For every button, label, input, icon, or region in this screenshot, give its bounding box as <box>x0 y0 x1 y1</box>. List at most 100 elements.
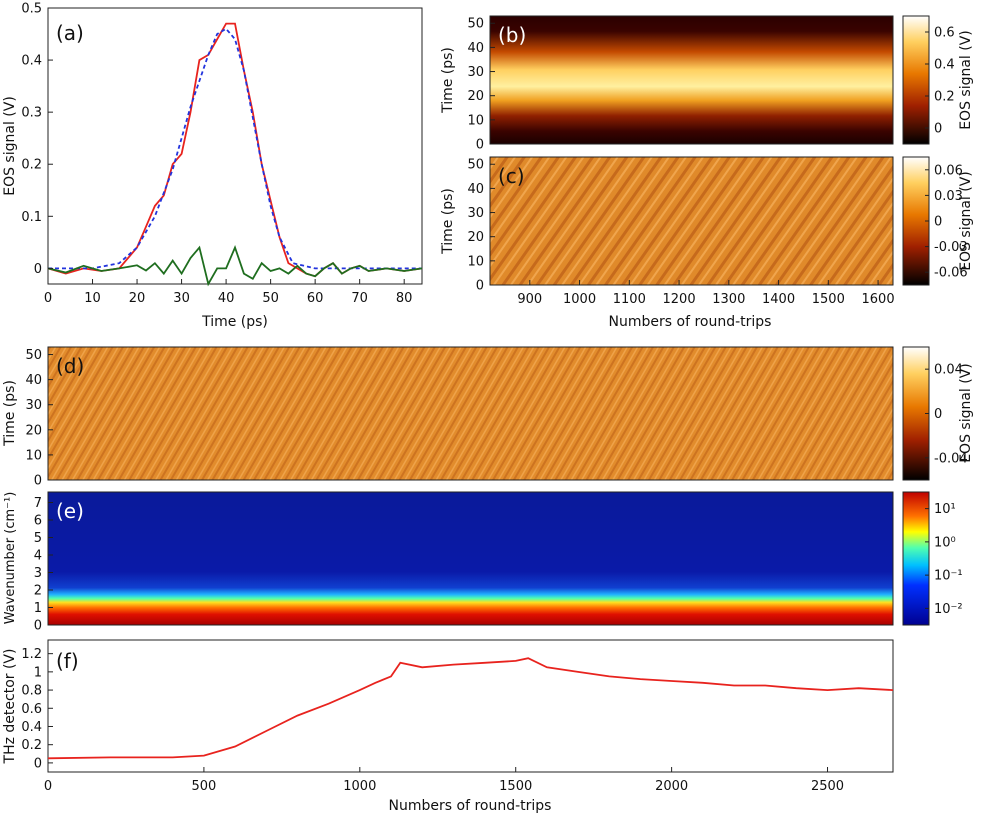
y-tick-label: 30 <box>467 65 484 80</box>
panel-c-heatmap <box>490 157 893 285</box>
y-tick-label: 30 <box>25 398 42 413</box>
panel-d-label: (d) <box>56 354 84 378</box>
colorbar-tick-label: -0.04 <box>934 451 968 466</box>
y-tick-label: 0.2 <box>21 158 42 173</box>
x-tick-label: 2000 <box>655 779 688 794</box>
colorbar-tick-label: 0.03 <box>934 189 963 204</box>
panel-e-heatmap <box>48 492 893 625</box>
colorbar-tick-label: 10⁻¹ <box>934 569 963 584</box>
y-tick-label: 40 <box>25 373 42 388</box>
y-tick-label: 1.2 <box>21 647 42 662</box>
y-tick-label: 1 <box>34 601 42 616</box>
panel-a-series <box>47 22 423 287</box>
x-tick-label: 1600 <box>862 292 895 307</box>
y-tick-label: 20 <box>467 230 484 245</box>
colorbar-tick-label: -0.06 <box>934 266 968 281</box>
panel-f-label: (f) <box>56 649 79 673</box>
panel-b-frame <box>489 15 894 145</box>
panel-b: 0 10 20 30 40 50 (b) Time (ps) 0.6 0.4 0.2 0 EOS… <box>440 15 974 153</box>
panel-d-colorbar-ticks: 0.04 0 -0.04 <box>925 363 968 466</box>
x-tick-label: 1500 <box>499 779 532 794</box>
panel-e-colorbar <box>902 491 930 626</box>
y-tick-label: 0.2 <box>21 738 42 753</box>
y-tick-label: 7 <box>34 496 42 511</box>
x-tick-label: 80 <box>396 291 413 306</box>
panel-c-frame <box>489 156 894 286</box>
panel-e-label: (e) <box>56 499 84 523</box>
panel-e-ylabel: Wavenumber (cm⁻¹) <box>3 492 18 625</box>
y-tick-label: 50 <box>467 17 484 32</box>
panel-f: 0 500 1000 1500 2000 2500 0 0.2 0.4 0.6 0.8 1 1.2 (f… <box>2 639 894 814</box>
x-tick-label: 1000 <box>343 779 376 794</box>
x-tick-label: 30 <box>173 291 190 306</box>
panel-b-axes: 0 10 20 30 40 50 <box>467 17 495 153</box>
y-tick-label: 3 <box>34 566 42 581</box>
y-tick-label: 0.1 <box>21 210 42 225</box>
y-tick-label: 40 <box>467 41 484 56</box>
panel-e-frame <box>47 491 894 626</box>
panel-e-axes: 0 1 2 3 4 5 6 7 <box>34 496 53 634</box>
panel-a-frame <box>47 7 423 285</box>
y-tick-label: 0 <box>34 619 42 634</box>
y-tick-label: 10 <box>25 448 42 463</box>
colorbar-tick-label: 0.2 <box>934 90 955 105</box>
panel-b-ylabel: Time (ps) <box>440 47 456 114</box>
colorbar-tick-label: -0.03 <box>934 240 968 255</box>
y-tick-label: 50 <box>25 348 42 363</box>
panel-d-frame <box>47 346 894 481</box>
y-tick-label: 40 <box>467 182 484 197</box>
y-tick-label: 0.4 <box>21 720 42 735</box>
panel-d-colorbar <box>902 346 930 481</box>
panel-d-ylabel: Time (ps) <box>2 380 18 447</box>
panel-f-series <box>47 657 894 760</box>
y-tick-label: 30 <box>467 206 484 221</box>
x-tick-label: 1500 <box>812 292 845 307</box>
x-tick-label: 70 <box>351 291 368 306</box>
panel-e-colorbar-ticks: 10¹ 10⁰ 10⁻¹ 10⁻² <box>925 502 963 617</box>
x-tick-label: 0 <box>44 291 52 306</box>
panel-d-axes: 0 10 20 30 40 50 <box>25 348 53 489</box>
series-line-0 <box>47 22 423 278</box>
series-line-1 <box>48 27 422 270</box>
panel-a-xlabel: Time (ps) <box>201 314 268 330</box>
y-tick-label: 0 <box>476 138 484 153</box>
y-tick-label: 10 <box>467 113 484 128</box>
y-tick-label: 0.5 <box>21 2 42 17</box>
x-tick-label: 10 <box>84 291 101 306</box>
y-tick-label: 0 <box>476 279 484 294</box>
series-line-2 <box>47 244 423 287</box>
colorbar-tick-label: 0 <box>934 122 942 137</box>
y-tick-label: 0.6 <box>21 702 42 717</box>
y-tick-label: 20 <box>25 423 42 438</box>
panel-e: 0 1 2 3 4 5 6 7 (e) Wavenumber (cm⁻¹) 10¹ 10⁰ 10⁻… <box>3 491 963 634</box>
panel-c-xlabel: Numbers of round-trips <box>609 314 772 330</box>
panel-b-colorbar-ticks: 0.6 0.4 0.2 0 <box>925 26 955 137</box>
x-tick-label: 0 <box>44 779 52 794</box>
panel-c: 900 1000 1100 1200 1300 1400 1500 1600 0 10 20 30 40… <box>440 156 974 330</box>
x-tick-label: 500 <box>191 779 216 794</box>
x-tick-label: 1000 <box>563 292 596 307</box>
x-tick-label: 900 <box>517 292 542 307</box>
y-tick-label: 10 <box>467 254 484 269</box>
y-tick-label: 0.4 <box>21 54 42 69</box>
panel-a: 0 10 20 30 40 50 60 70 80 0 0.1 0.2 0.3 0.4 0.5 (a) Ti… <box>2 2 423 330</box>
colorbar-tick-label: 0.6 <box>934 26 955 41</box>
x-tick-label: 1400 <box>762 292 795 307</box>
y-tick-label: 50 <box>467 158 484 173</box>
panel-c-colorbar-ticks: 0.06 0.03 0 -0.03 -0.06 <box>925 163 968 281</box>
panel-c-colorbar <box>902 156 930 286</box>
colorbar-tick-label: 0 <box>934 215 942 230</box>
colorbar-tick-label: 0.04 <box>934 363 963 378</box>
y-tick-label: 0 <box>34 756 42 771</box>
y-tick-label: 20 <box>467 89 484 104</box>
colorbar-tick-label: 10⁰ <box>934 535 956 550</box>
x-tick-label: 1200 <box>663 292 696 307</box>
panel-f-ylabel: THz detector (V) <box>2 649 18 765</box>
colorbar-tick-label: 0.4 <box>934 58 955 73</box>
panel-c-colorbar-label: EOS signal (V) <box>958 171 974 271</box>
colorbar-tick-label: 10⁻² <box>934 602 963 617</box>
series-line-0 <box>47 657 894 760</box>
y-tick-label: 4 <box>34 549 42 564</box>
y-tick-label: 0 <box>34 474 42 489</box>
